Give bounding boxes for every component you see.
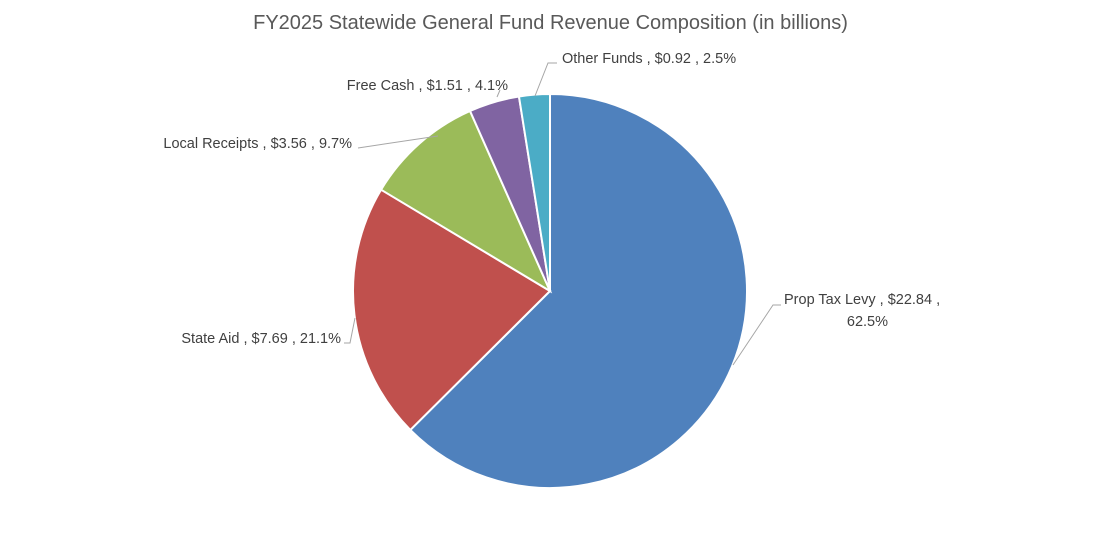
pie-slice-other-funds: [517, 92, 551, 292]
pie-slice-state-aid: [352, 188, 552, 432]
leader-line-local-receipts: [357, 135, 439, 149]
data-label-local-receipts: Local Receipts , $3.56 , 9.7%: [163, 136, 352, 152]
chart-title: FY2025 Statewide General Fund Revenue Co…: [253, 12, 848, 34]
data-label-free-cash: Free Cash , $1.51 , 4.1%: [347, 78, 508, 94]
pie-slice-prop-tax-levy: [408, 92, 748, 489]
data-label-state-aid: State Aid , $7.69 , 21.1%: [181, 331, 341, 347]
data-label-prop-tax-levy-line-1: Prop Tax Levy , $22.84 ,: [784, 292, 940, 308]
leader-line-free-cash: [496, 89, 501, 98]
leader-line-prop-tax-levy: [732, 304, 781, 366]
leader-line-other-funds: [534, 62, 557, 97]
leader-line-state-aid: [344, 317, 356, 344]
data-label-other-funds: Other Funds , $0.92 , 2.5%: [562, 51, 736, 67]
pie-slice-local-receipts: [379, 109, 553, 294]
data-label-prop-tax-levy-line-2: 62.5%: [847, 314, 888, 330]
